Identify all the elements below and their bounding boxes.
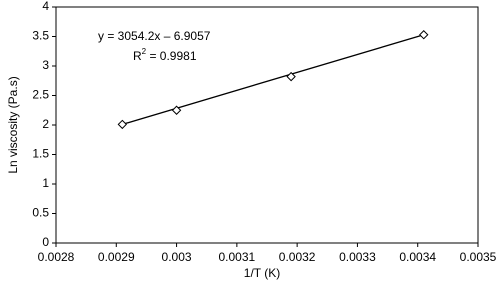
x-tick-label: 0.0029 [98, 250, 135, 264]
point [171, 105, 182, 115]
y-tick-label: 2.5 [32, 88, 49, 102]
x-tick-label: 0.0028 [38, 250, 75, 264]
x-tick-label: 0.0031 [219, 250, 256, 264]
y-tick-label: 1.5 [32, 147, 49, 161]
point [286, 71, 296, 82]
y-tick-label: 0 [42, 235, 49, 249]
r2-sup: 2 [142, 47, 147, 56]
x-tick-label: 0.0034 [399, 250, 436, 264]
x-tick-label: 0.003 [162, 250, 192, 264]
x-tick-label: 0.0032 [279, 250, 316, 264]
y-axis-title: Ln viscosity (Pa.s) [6, 76, 20, 173]
y-tick-label: 1 [42, 176, 49, 190]
y-tick-label: 0.5 [32, 206, 49, 220]
x-tick-label: 0.0033 [339, 250, 376, 264]
y-tick-label: 3.5 [32, 29, 49, 43]
y-tick-label: 4 [42, 0, 49, 13]
r2-label: R [133, 49, 142, 63]
y-tick-label: 2 [42, 117, 49, 131]
r2-value: = 0.9981 [146, 49, 197, 63]
point [419, 30, 429, 40]
x-tick-label: 0.0035 [460, 250, 497, 264]
r-squared: R2 = 0.9981 [133, 47, 197, 63]
y-tick-label: 3 [42, 58, 49, 72]
trendline [122, 34, 424, 126]
equation: y = 3054.2x – 6.9057 [98, 29, 211, 43]
point [117, 119, 128, 130]
x-axis-title: 1/T (K) [244, 266, 280, 280]
